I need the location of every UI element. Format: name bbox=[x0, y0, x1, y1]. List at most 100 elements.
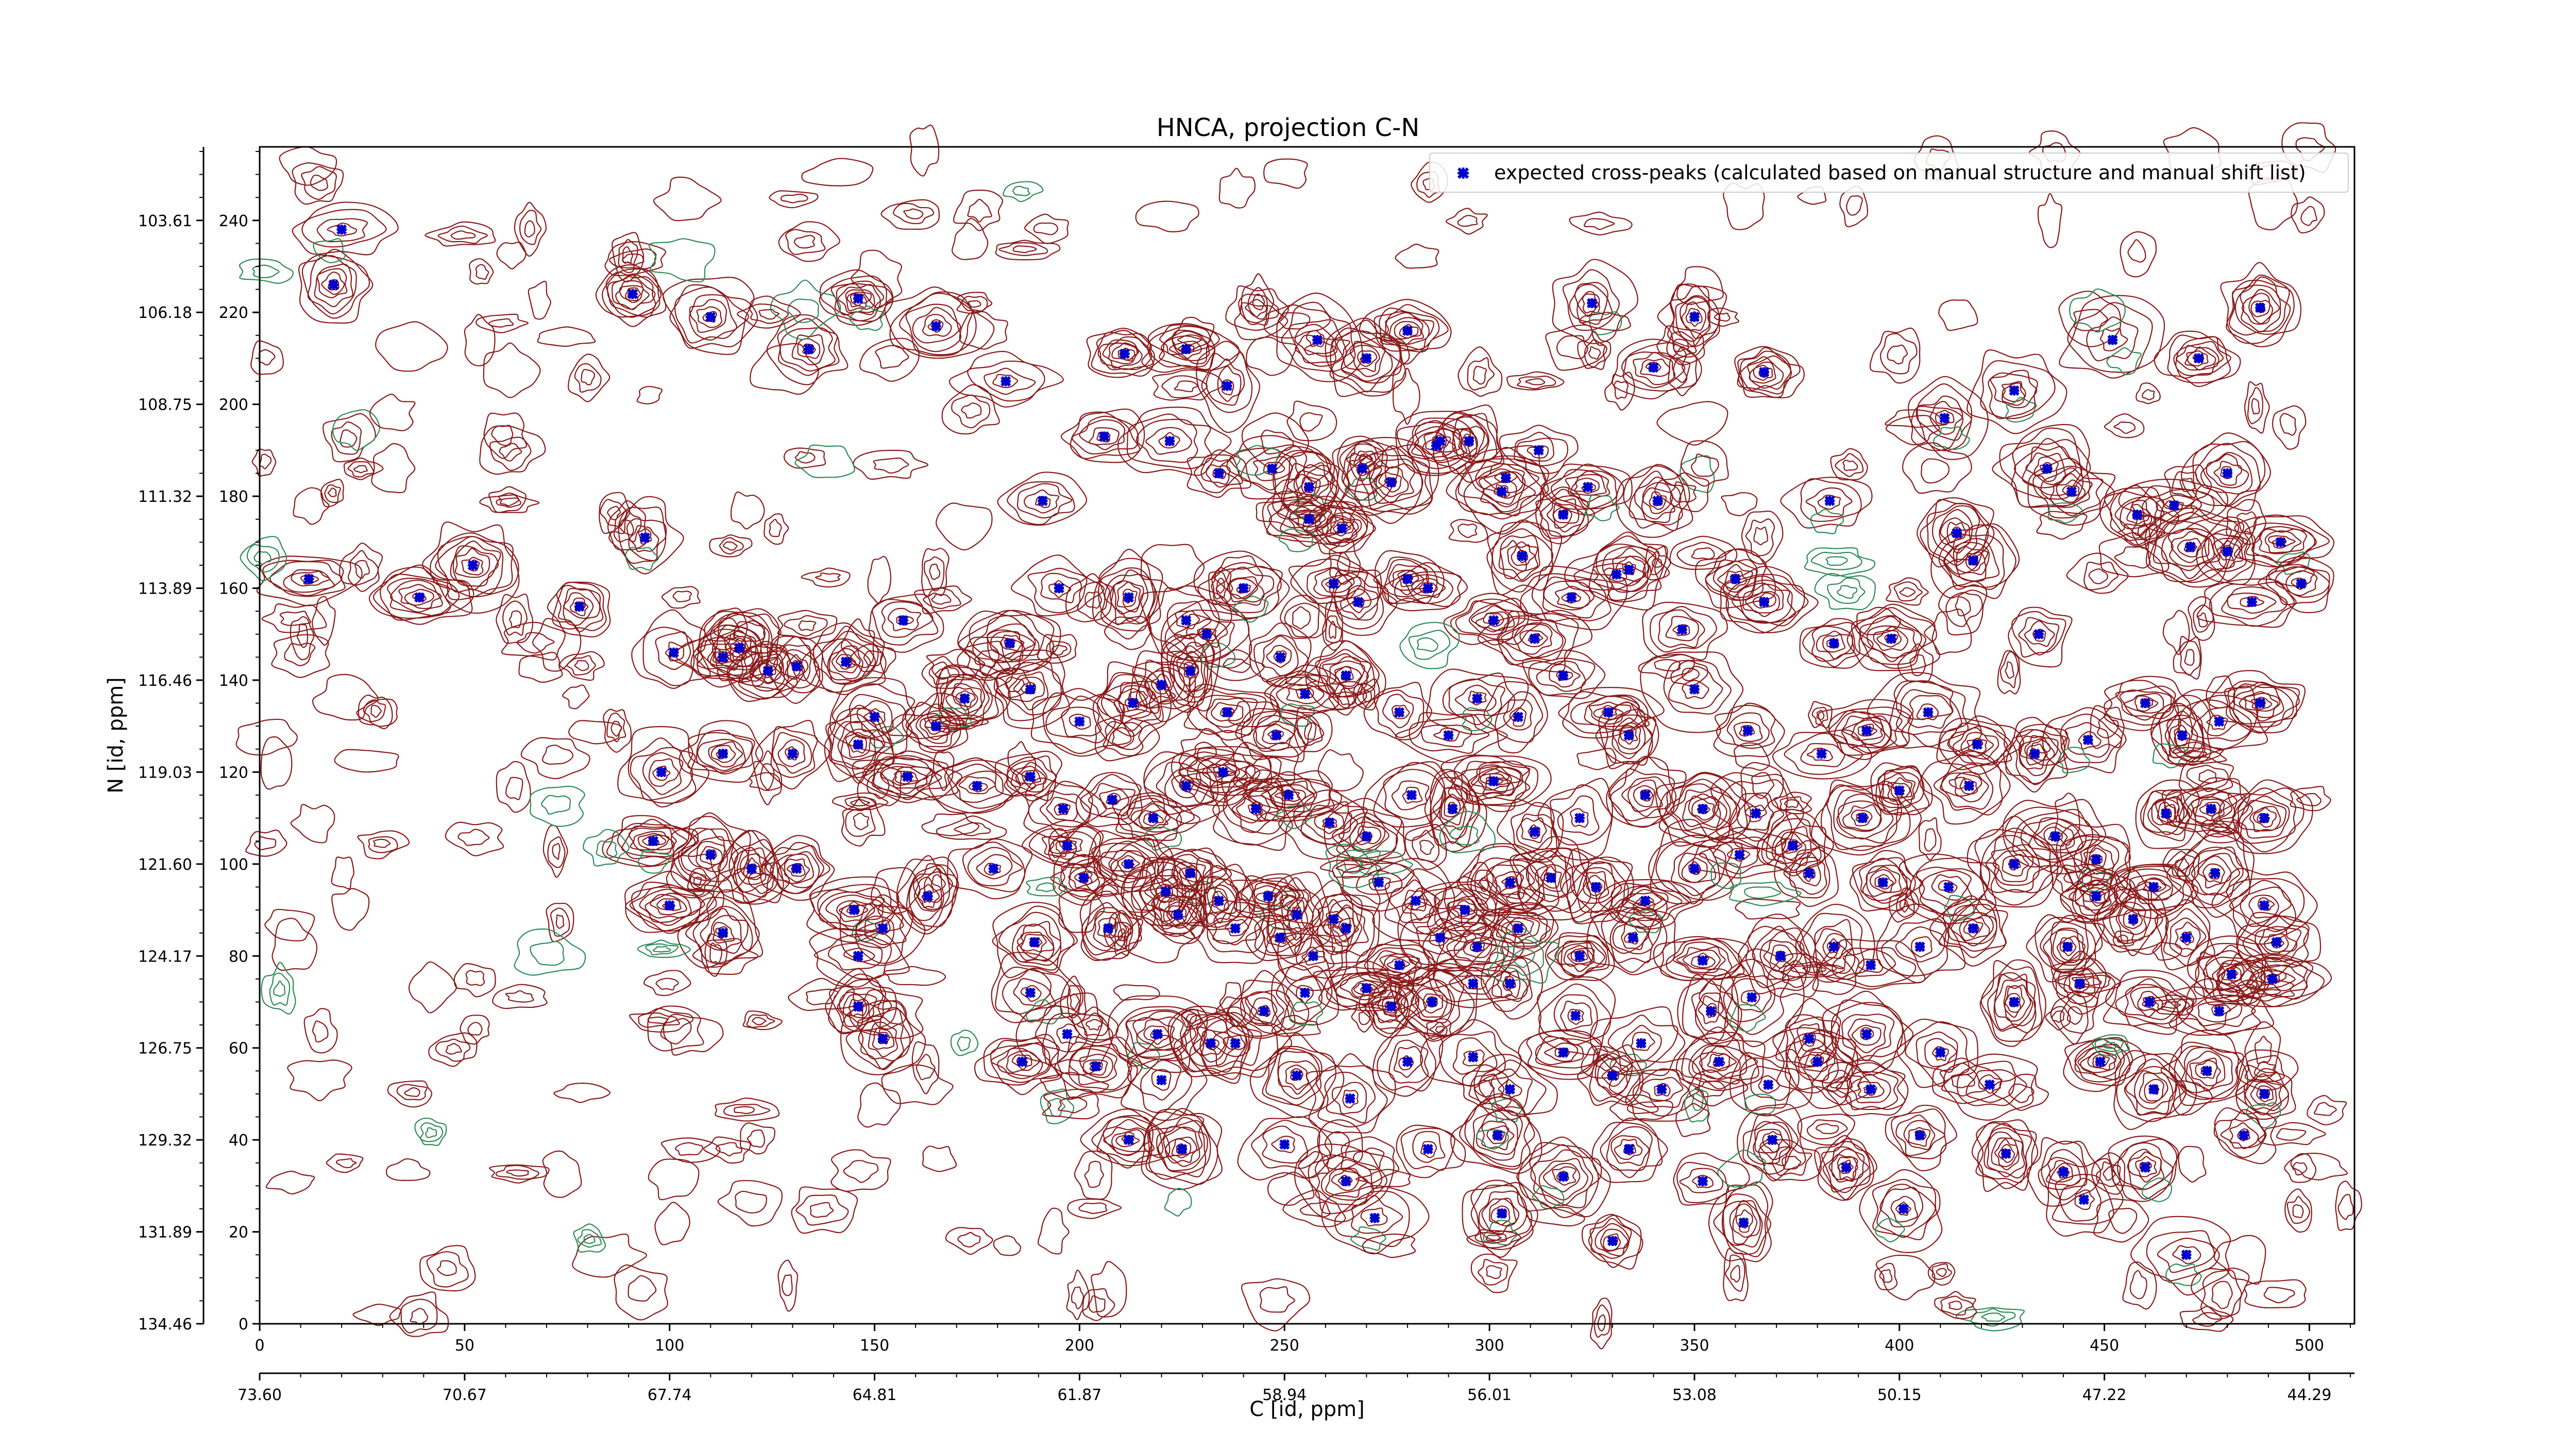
contour-line bbox=[1250, 997, 1278, 1024]
contour-line bbox=[1404, 574, 1453, 604]
noise-contour-line bbox=[2244, 1021, 2281, 1081]
contour-line bbox=[1681, 1032, 1759, 1090]
noise-contour-line bbox=[921, 813, 979, 836]
peak-marker bbox=[1283, 789, 1294, 801]
peak-marker bbox=[1640, 789, 1651, 801]
peak-marker bbox=[1697, 803, 1708, 814]
x-ppm-tick-label: 70.67 bbox=[443, 1386, 487, 1404]
peak-marker bbox=[1877, 877, 1889, 888]
contour-line bbox=[1440, 794, 1465, 825]
contour-line bbox=[1598, 879, 1703, 930]
peak-marker bbox=[1517, 550, 1528, 562]
contour-line bbox=[1774, 840, 1839, 907]
peak-marker bbox=[1406, 789, 1417, 801]
noise-contour-line bbox=[805, 988, 839, 1005]
contour-line bbox=[1771, 826, 1820, 866]
contour-line bbox=[1770, 944, 1794, 969]
contour-line bbox=[1334, 576, 1383, 621]
y-ppm-tick-label: 129.32 bbox=[138, 1132, 192, 1150]
y-axis: 020406080100120140160180200220240134.461… bbox=[138, 147, 260, 1334]
contour-line bbox=[1717, 958, 1790, 1035]
peak-marker bbox=[1001, 376, 1011, 387]
noise-contour-line bbox=[552, 843, 561, 860]
peak-marker bbox=[2082, 734, 2093, 746]
peak-marker bbox=[639, 532, 651, 543]
contour-line bbox=[1176, 1143, 1187, 1154]
contour-line bbox=[1183, 683, 1278, 741]
contour-line bbox=[2074, 1038, 2131, 1083]
noise-contour-line bbox=[2279, 413, 2297, 436]
contour-line bbox=[1464, 1103, 1531, 1168]
contour-line bbox=[1576, 867, 1616, 904]
noise-contour-line bbox=[1392, 367, 1420, 425]
noise-contour-line bbox=[868, 1000, 907, 1030]
contour-line bbox=[2114, 866, 2198, 912]
contour-line bbox=[1461, 974, 1486, 990]
peak-marker bbox=[2091, 854, 2102, 865]
contour-line bbox=[1606, 755, 1687, 828]
contour-line bbox=[873, 757, 942, 799]
noise-contour-line bbox=[1040, 1072, 1109, 1100]
noise-contour-line bbox=[1485, 1235, 1502, 1242]
contour-line bbox=[2102, 886, 2163, 956]
contour-line bbox=[656, 898, 682, 911]
noise-contour-line bbox=[1577, 291, 1599, 317]
peak-marker bbox=[840, 656, 851, 667]
noise-contour-line bbox=[1909, 654, 1926, 677]
contour-line bbox=[2026, 917, 2105, 983]
contour-line bbox=[1574, 478, 1600, 494]
contour-line bbox=[1247, 801, 1263, 816]
peak-marker bbox=[1628, 932, 1638, 943]
contour-line bbox=[1956, 546, 1989, 576]
contour-line bbox=[1325, 317, 1406, 397]
contour-line bbox=[1171, 854, 1212, 893]
contour-line bbox=[1553, 994, 1598, 1039]
contour-line bbox=[2041, 1140, 2088, 1201]
noise-contour-line bbox=[530, 940, 565, 966]
contour-line bbox=[1126, 1010, 1189, 1060]
contour-line bbox=[552, 581, 607, 631]
peak-marker bbox=[2140, 698, 2151, 709]
noise-contour-line bbox=[2050, 990, 2098, 1045]
contour-line bbox=[1837, 1156, 1858, 1180]
contour-line bbox=[1734, 346, 1801, 398]
noise-contour-line bbox=[1879, 1269, 1893, 1283]
peak-marker bbox=[2074, 978, 2086, 989]
contour-line bbox=[1331, 808, 1402, 864]
noise-contour-line bbox=[1449, 825, 1480, 846]
contour-line bbox=[563, 592, 594, 619]
contour-line bbox=[1426, 668, 1529, 735]
contour-line bbox=[2060, 713, 2122, 764]
contour-line bbox=[1262, 1046, 1336, 1111]
contour-line bbox=[1206, 697, 1251, 728]
contour-line bbox=[1675, 295, 1711, 342]
peak-marker bbox=[1275, 652, 1286, 663]
noise-contour-line bbox=[2197, 612, 2208, 628]
contour-line bbox=[2118, 479, 2229, 534]
contour-line bbox=[1117, 407, 1232, 476]
noise-contour-line bbox=[1577, 331, 1612, 370]
contour-line bbox=[1622, 1024, 1662, 1063]
contour-line bbox=[1677, 852, 1717, 883]
noise-contour-line bbox=[530, 785, 585, 827]
contour-line bbox=[1468, 603, 1520, 635]
contour-line bbox=[1248, 882, 1289, 911]
contour-line bbox=[1147, 326, 1216, 370]
y-index-tick-label: 80 bbox=[229, 948, 248, 966]
noise-contour-line bbox=[1462, 1064, 1512, 1111]
noise-contour-line bbox=[312, 1020, 329, 1043]
peak-marker bbox=[2058, 1167, 2069, 1177]
contour-line bbox=[1895, 1114, 1945, 1156]
noise-contour-line bbox=[1525, 378, 1546, 385]
noise-contour-line bbox=[496, 761, 531, 813]
contour-line bbox=[1878, 770, 1920, 808]
contour-line bbox=[785, 746, 800, 761]
contour-line bbox=[1179, 779, 1194, 793]
negative-contour-line bbox=[637, 849, 670, 874]
noise-contour-line bbox=[2284, 1153, 2317, 1183]
noise-contour-line bbox=[1512, 948, 1535, 968]
contour-line bbox=[922, 314, 952, 337]
negative-contour-line bbox=[1350, 1226, 1386, 1251]
contour-line bbox=[1394, 571, 1462, 608]
noise-contour-line bbox=[2198, 769, 2217, 784]
